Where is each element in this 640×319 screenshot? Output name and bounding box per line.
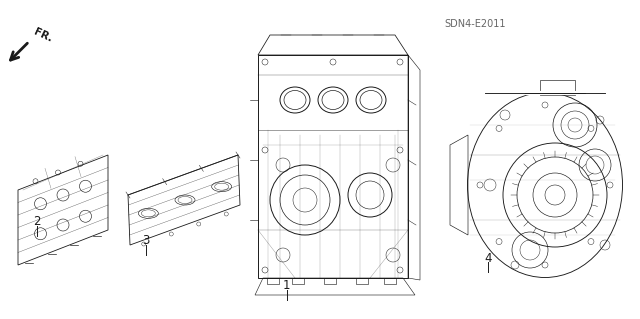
Text: 1: 1 bbox=[283, 279, 291, 292]
Text: 4: 4 bbox=[484, 252, 492, 265]
Text: 3: 3 bbox=[142, 234, 150, 247]
Bar bbox=[324, 278, 336, 284]
Bar bbox=[384, 278, 396, 284]
Bar bbox=[356, 278, 368, 284]
Bar bbox=[540, 80, 575, 95]
Bar bbox=[267, 278, 279, 284]
Bar bbox=[292, 278, 304, 284]
Text: 2: 2 bbox=[33, 215, 41, 228]
Text: SDN4-E2011: SDN4-E2011 bbox=[445, 19, 506, 29]
Text: FR.: FR. bbox=[32, 27, 54, 44]
